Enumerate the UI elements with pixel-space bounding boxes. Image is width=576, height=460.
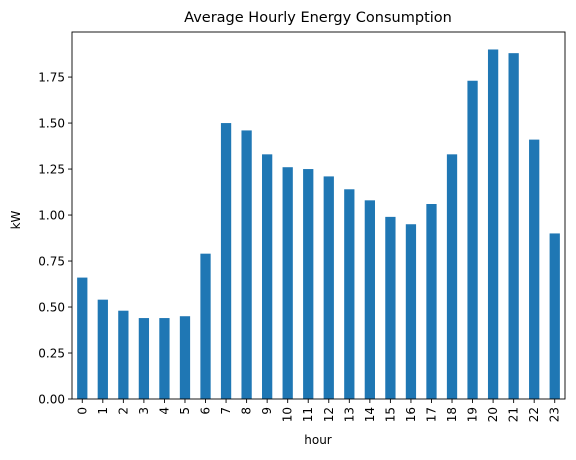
bar-5 <box>179 316 191 399</box>
x-tick-label-0: 0 <box>75 407 89 415</box>
x-tick-label-2: 2 <box>116 407 130 415</box>
x-tick-label-9: 9 <box>260 407 274 415</box>
bar-19 <box>467 80 478 399</box>
x-axis: 0 1 2 3 4 5 6 7 8 9 10 11 12 13 14 15 16 17 18 19 20 21 22 23 <box>75 399 562 422</box>
y-tick-label-0.50: 0.50 <box>38 301 65 315</box>
x-tick-label-23: 23 <box>548 407 562 422</box>
x-tick-label-19: 19 <box>466 407 480 422</box>
x-tick-label-16: 16 <box>404 407 418 422</box>
bar-20 <box>487 49 499 399</box>
x-tick-label-6: 6 <box>199 407 213 415</box>
bar-23 <box>549 233 560 399</box>
bar-2 <box>118 310 129 399</box>
y-tick-label-1.75: 1.75 <box>38 71 65 85</box>
x-tick-label-13: 13 <box>342 407 356 422</box>
bar-3 <box>138 318 150 399</box>
x-tick-label-4: 4 <box>157 407 171 415</box>
x-tick-label-14: 14 <box>363 407 377 422</box>
y-tick-label-1.25: 1.25 <box>38 163 65 177</box>
bar-0 <box>77 277 88 399</box>
x-tick-label-10: 10 <box>281 407 295 422</box>
x-tick-label-11: 11 <box>301 407 315 422</box>
plot-area <box>71 31 566 400</box>
bar-4 <box>159 318 170 399</box>
bar-15 <box>385 216 396 399</box>
x-tick-label-21: 21 <box>507 407 521 422</box>
bar-7 <box>220 123 232 399</box>
x-tick-label-5: 5 <box>178 407 192 415</box>
x-tick-label-1: 1 <box>96 407 110 415</box>
bar-6 <box>200 253 211 399</box>
bar-22 <box>529 139 540 399</box>
bar-9 <box>262 154 273 399</box>
bar-16 <box>405 224 417 399</box>
chart-title: Average Hourly Energy Consumption <box>184 10 452 26</box>
x-tick-label-18: 18 <box>445 407 459 422</box>
y-tick-label-0.25: 0.25 <box>38 347 65 361</box>
y-tick-label-1.50: 1.50 <box>38 117 65 131</box>
x-tick-label-20: 20 <box>486 407 500 422</box>
y-tick-label-0.75: 0.75 <box>38 255 65 269</box>
x-axis-label: hour <box>304 433 332 447</box>
x-tick-label-15: 15 <box>383 407 397 422</box>
x-tick-label-22: 22 <box>527 407 541 422</box>
bar-21 <box>508 53 519 399</box>
bar-11 <box>303 169 314 399</box>
y-tick-label-0.00: 0.00 <box>38 393 65 407</box>
bar-13 <box>344 189 355 399</box>
y-axis: 0.00 0.25 0.50 0.75 1.00 1.25 1.50 1.75 <box>38 71 72 407</box>
bar-14 <box>364 200 375 399</box>
x-tick-label-17: 17 <box>424 407 438 422</box>
x-tick-label-8: 8 <box>240 407 254 415</box>
bar-18 <box>446 154 458 399</box>
x-tick-label-7: 7 <box>219 407 233 415</box>
bar-8 <box>241 130 252 399</box>
y-tick-label-1.00: 1.00 <box>38 209 65 223</box>
bar-12 <box>323 176 334 399</box>
bar-17 <box>426 204 437 399</box>
y-axis-label: kW <box>9 210 23 229</box>
bar-10 <box>282 167 293 399</box>
x-tick-label-12: 12 <box>322 407 336 422</box>
bar-1 <box>97 299 108 399</box>
x-tick-label-3: 3 <box>137 407 151 415</box>
plot-frame <box>71 31 566 400</box>
